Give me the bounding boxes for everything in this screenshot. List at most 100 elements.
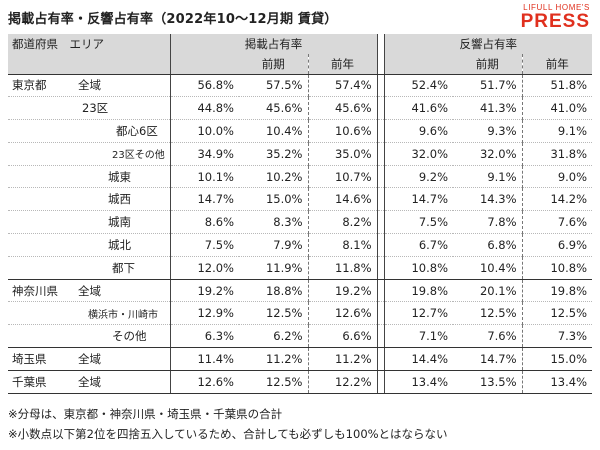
cell-listing-prev-year: 57.4% — [308, 74, 378, 98]
column-gap — [376, 279, 385, 303]
column-gap — [376, 347, 385, 371]
header-row-sub: 前期 前年 前期 前年 — [8, 54, 593, 75]
area-name: 城西 — [108, 192, 131, 207]
cell-response-prev-year: 31.8% — [522, 142, 593, 166]
cell-response-prev-year: 41.0% — [522, 96, 593, 121]
row-label: 都下 — [8, 256, 171, 280]
page-title: 掲載占有率・反響占有率（2022年10〜12月期 賃貸） — [8, 12, 338, 27]
header-listing-share: 掲載占有率 — [169, 34, 378, 54]
row-label: 城西 — [8, 187, 171, 212]
header-listing-prev-period: 前期 — [239, 54, 309, 75]
cell-response-prev-year: 15.0% — [522, 347, 593, 371]
area-name: 全域 — [78, 374, 101, 389]
cell-response-current: 7.5% — [383, 210, 454, 235]
row-label: 城南 — [8, 210, 171, 235]
header-response-prev-year: 前年 — [522, 54, 593, 75]
cell-listing-prev-period: 12.5% — [239, 370, 309, 394]
cell-response-prev-period: 51.7% — [453, 74, 523, 98]
table-row: 千葉県 全域 12.6% 12.5% 12.2% 13.4% 13.5% 13.4% — [8, 370, 593, 394]
column-gap — [376, 301, 385, 326]
cell-response-prev-year: 9.1% — [522, 119, 593, 143]
header-gap — [376, 54, 385, 75]
cell-response-prev-period: 7.8% — [453, 210, 523, 235]
column-gap — [376, 165, 385, 189]
cell-response-current: 9.6% — [383, 119, 454, 143]
cell-listing-prev-period: 7.9% — [239, 233, 309, 257]
cell-listing-current: 56.8% — [169, 74, 239, 98]
cell-listing-prev-period: 45.6% — [239, 96, 309, 121]
area-name: 都心6区 — [116, 123, 158, 138]
cell-listing-prev-period: 10.2% — [239, 165, 309, 189]
area-name: 横浜市・川崎市 — [88, 309, 158, 321]
brand-logo: LIFULL HOME'S PRESS — [480, 3, 590, 31]
cell-response-prev-year: 7.3% — [522, 324, 593, 349]
cell-listing-prev-period: 12.5% — [239, 301, 309, 326]
occupancy-table: 都道府県 エリア 掲載占有率 反響占有率 前期 前年 前期 前年 東京都 全域 56… — [8, 34, 593, 394]
cell-listing-current: 8.6% — [169, 210, 239, 235]
cell-response-prev-year: 51.8% — [522, 74, 593, 98]
footnote-rounding: ※小数点以下第2位を四捨五入しているため、合計しても必ずしも100%とはならない — [8, 427, 448, 441]
cell-response-prev-year: 6.9% — [522, 233, 593, 257]
cell-response-current: 13.4% — [383, 370, 454, 394]
row-label: 東京都 全域 — [8, 74, 171, 98]
logo-top-text: LIFULL HOME'S — [523, 3, 590, 12]
cell-response-current: 7.1% — [383, 324, 454, 349]
row-label: 横浜市・川崎市 — [8, 301, 171, 326]
cell-listing-current: 44.8% — [169, 96, 239, 121]
cell-response-current: 12.7% — [383, 301, 454, 326]
table-row: 東京都 全域 56.8% 57.5% 57.4% 52.4% 51.7% 51.8% — [8, 74, 593, 98]
cell-listing-prev-period: 15.0% — [239, 187, 309, 212]
cell-response-prev-year: 14.2% — [522, 187, 593, 212]
cell-listing-prev-period: 10.4% — [239, 119, 309, 143]
row-label: 城東 — [8, 165, 171, 189]
cell-response-prev-period: 41.3% — [453, 96, 523, 121]
cell-response-current: 52.4% — [383, 74, 454, 98]
cell-response-prev-year: 9.0% — [522, 165, 593, 189]
table-row: 神奈川県 全域 19.2% 18.8% 19.2% 19.8% 20.1% 19.8% — [8, 279, 593, 303]
cell-listing-prev-year: 45.6% — [308, 96, 378, 121]
cell-response-prev-period: 20.1% — [453, 279, 523, 303]
cell-listing-prev-year: 10.7% — [308, 165, 378, 189]
pref-name: 神奈川県 — [12, 283, 58, 298]
cell-listing-current: 7.5% — [169, 233, 239, 257]
header-pref-blank — [8, 54, 171, 75]
table-row: 横浜市・川崎市 12.9% 12.5% 12.6% 12.7% 12.5% 12.5% — [8, 301, 593, 326]
header-pref-area: 都道府県 エリア — [8, 34, 171, 54]
cell-listing-prev-year: 10.6% — [308, 119, 378, 143]
cell-listing-prev-period: 35.2% — [239, 142, 309, 166]
cell-response-current: 14.4% — [383, 347, 454, 371]
area-name: 城南 — [108, 215, 131, 230]
cell-listing-current: 12.9% — [169, 301, 239, 326]
table-body: 東京都 全域 56.8% 57.5% 57.4% 52.4% 51.7% 51.8% 23区 44… — [8, 74, 593, 394]
cell-listing-prev-year: 35.0% — [308, 142, 378, 166]
area-name: 23区その他 — [112, 150, 165, 162]
area-name: 全域 — [78, 283, 101, 298]
row-label: 千葉県 全域 — [8, 370, 171, 394]
cell-listing-prev-period: 57.5% — [239, 74, 309, 98]
cell-listing-prev-year: 6.6% — [308, 324, 378, 349]
cell-listing-current: 34.9% — [169, 142, 239, 166]
cell-response-prev-period: 13.5% — [453, 370, 523, 394]
column-gap — [376, 187, 385, 212]
cell-response-prev-period: 7.6% — [453, 324, 523, 349]
table-row: 23区 44.8% 45.6% 45.6% 41.6% 41.3% 41.0% — [8, 96, 593, 121]
area-name: 城北 — [108, 237, 131, 252]
cell-response-current: 10.8% — [383, 256, 454, 280]
cell-listing-prev-period: 6.2% — [239, 324, 309, 349]
pref-name: 埼玉県 — [12, 351, 47, 366]
cell-listing-prev-year: 8.2% — [308, 210, 378, 235]
cell-listing-current: 19.2% — [169, 279, 239, 303]
area-name: 全域 — [78, 78, 101, 93]
cell-response-prev-period: 14.7% — [453, 347, 523, 371]
cell-response-current: 41.6% — [383, 96, 454, 121]
cell-response-prev-period: 9.3% — [453, 119, 523, 143]
table-row: 城北 7.5% 7.9% 8.1% 6.7% 6.8% 6.9% — [8, 233, 593, 257]
column-gap — [376, 233, 385, 257]
area-name: 全域 — [78, 351, 101, 366]
area-name: 23区 — [82, 101, 109, 116]
header-listing-prev-year: 前年 — [308, 54, 378, 75]
cell-listing-current: 11.4% — [169, 347, 239, 371]
cell-response-prev-year: 7.6% — [522, 210, 593, 235]
cell-listing-prev-period: 18.8% — [239, 279, 309, 303]
cell-listing-current: 10.1% — [169, 165, 239, 189]
